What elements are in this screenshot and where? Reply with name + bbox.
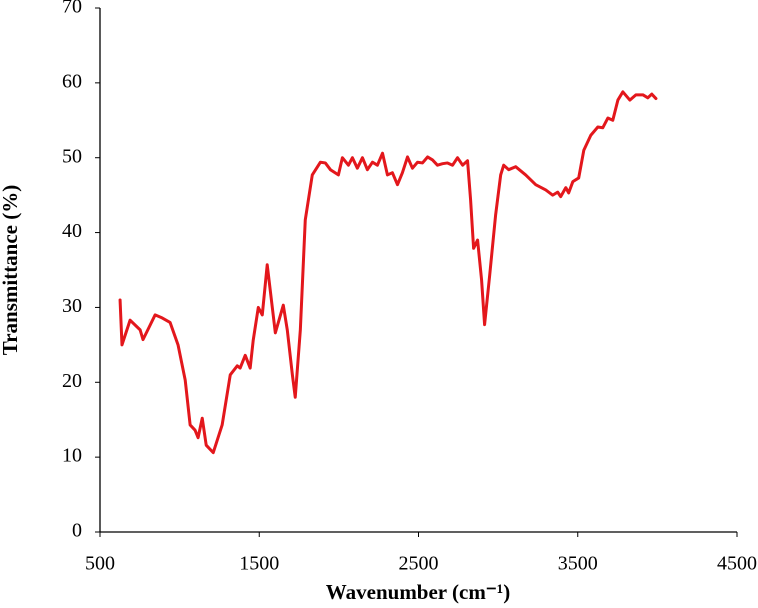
y-tick-label: 0 [72, 520, 82, 542]
spectrum-line [118, 90, 658, 455]
y-tick-label: 20 [62, 370, 82, 392]
y-tick-label: 30 [62, 295, 82, 317]
y-axis-title: Transmittance (%) [0, 185, 22, 356]
y-tick-label: 40 [62, 220, 82, 242]
x-tick-label: 500 [85, 553, 115, 575]
y-tick-label: 70 [62, 0, 82, 18]
y-tick-label: 50 [62, 145, 82, 167]
x-tick-label: 2500 [399, 553, 439, 575]
x-tick-label: 4500 [717, 553, 757, 575]
x-tick-label: 3500 [558, 553, 598, 575]
x-axis-title: Wavenumber (cm⁻¹) [326, 580, 510, 604]
y-tick-label: 60 [62, 70, 82, 92]
y-tick-label: 10 [62, 445, 82, 467]
x-tick-label: 1500 [239, 553, 279, 575]
